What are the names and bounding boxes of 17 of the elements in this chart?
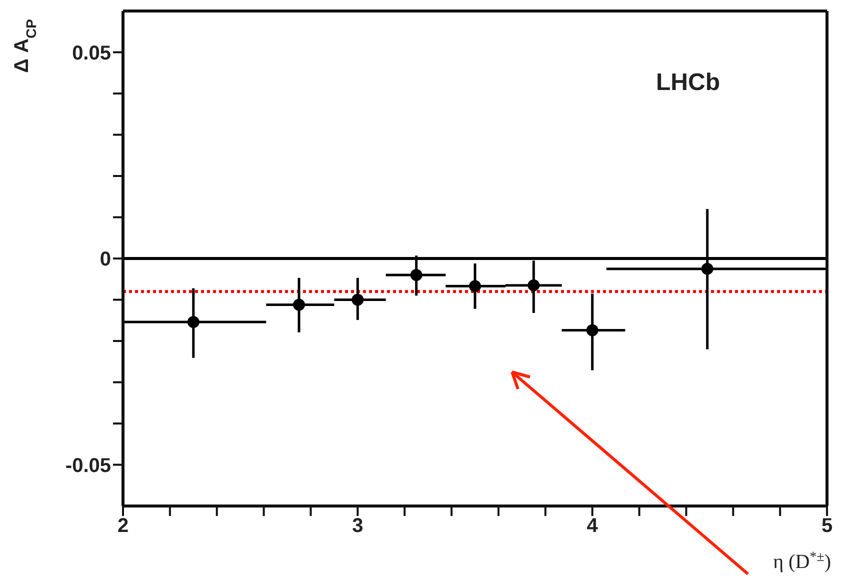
point: [469, 280, 481, 292]
x-tick-label: 5: [821, 515, 833, 538]
y-tick-label: -0.05: [65, 454, 111, 477]
x-tick-label: 4: [586, 515, 599, 538]
point: [352, 294, 364, 306]
x-tick-label: 3: [352, 515, 364, 538]
point: [410, 269, 422, 281]
point: [528, 279, 540, 292]
point: [701, 262, 714, 275]
point: [293, 298, 305, 311]
annotation: LHCb: [656, 69, 720, 96]
point: [187, 316, 200, 328]
x-tick-label: 2: [117, 515, 129, 538]
x-axis-title: η (D$^{*±}$): [773, 550, 831, 573]
y-tick-label: 0: [100, 248, 111, 271]
y-tick-label: 0.05: [72, 42, 111, 64]
point: [586, 324, 598, 336]
